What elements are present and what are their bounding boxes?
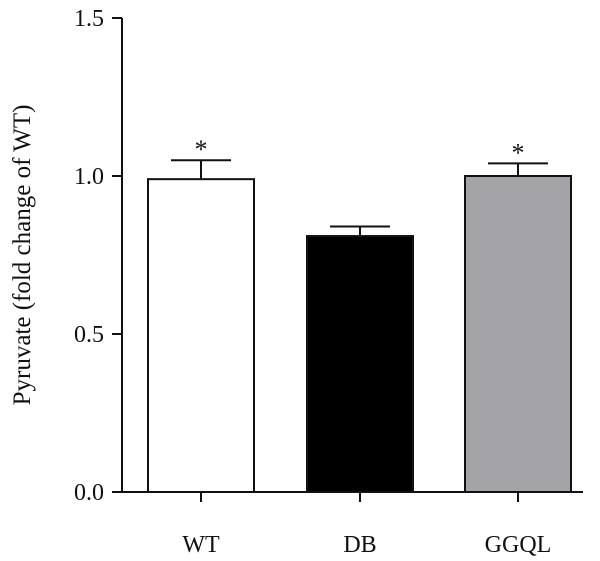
y-tick-label: 1.5 xyxy=(74,6,104,32)
significance-mark: * xyxy=(195,135,208,164)
y-tick-label: 1.0 xyxy=(74,164,104,190)
x-tick-label: DB xyxy=(343,532,376,558)
y-tick-label: 0.0 xyxy=(74,480,104,506)
x-tick-label: WT xyxy=(182,532,220,558)
y-tick-label: 0.5 xyxy=(74,322,104,348)
y-axis-title: Pyruvate (fold change of WT) xyxy=(9,105,36,406)
bars: * * xyxy=(147,135,572,493)
bar-db xyxy=(306,235,414,493)
significance-mark: * xyxy=(512,138,525,167)
x-tick-label: GGQL xyxy=(485,532,552,558)
bar-ggql xyxy=(464,175,572,493)
x-axis: WT DB GGQL xyxy=(121,491,583,558)
y-axis: 0.0 0.5 1.0 1.5 xyxy=(74,6,123,506)
bar-wt xyxy=(147,178,255,493)
